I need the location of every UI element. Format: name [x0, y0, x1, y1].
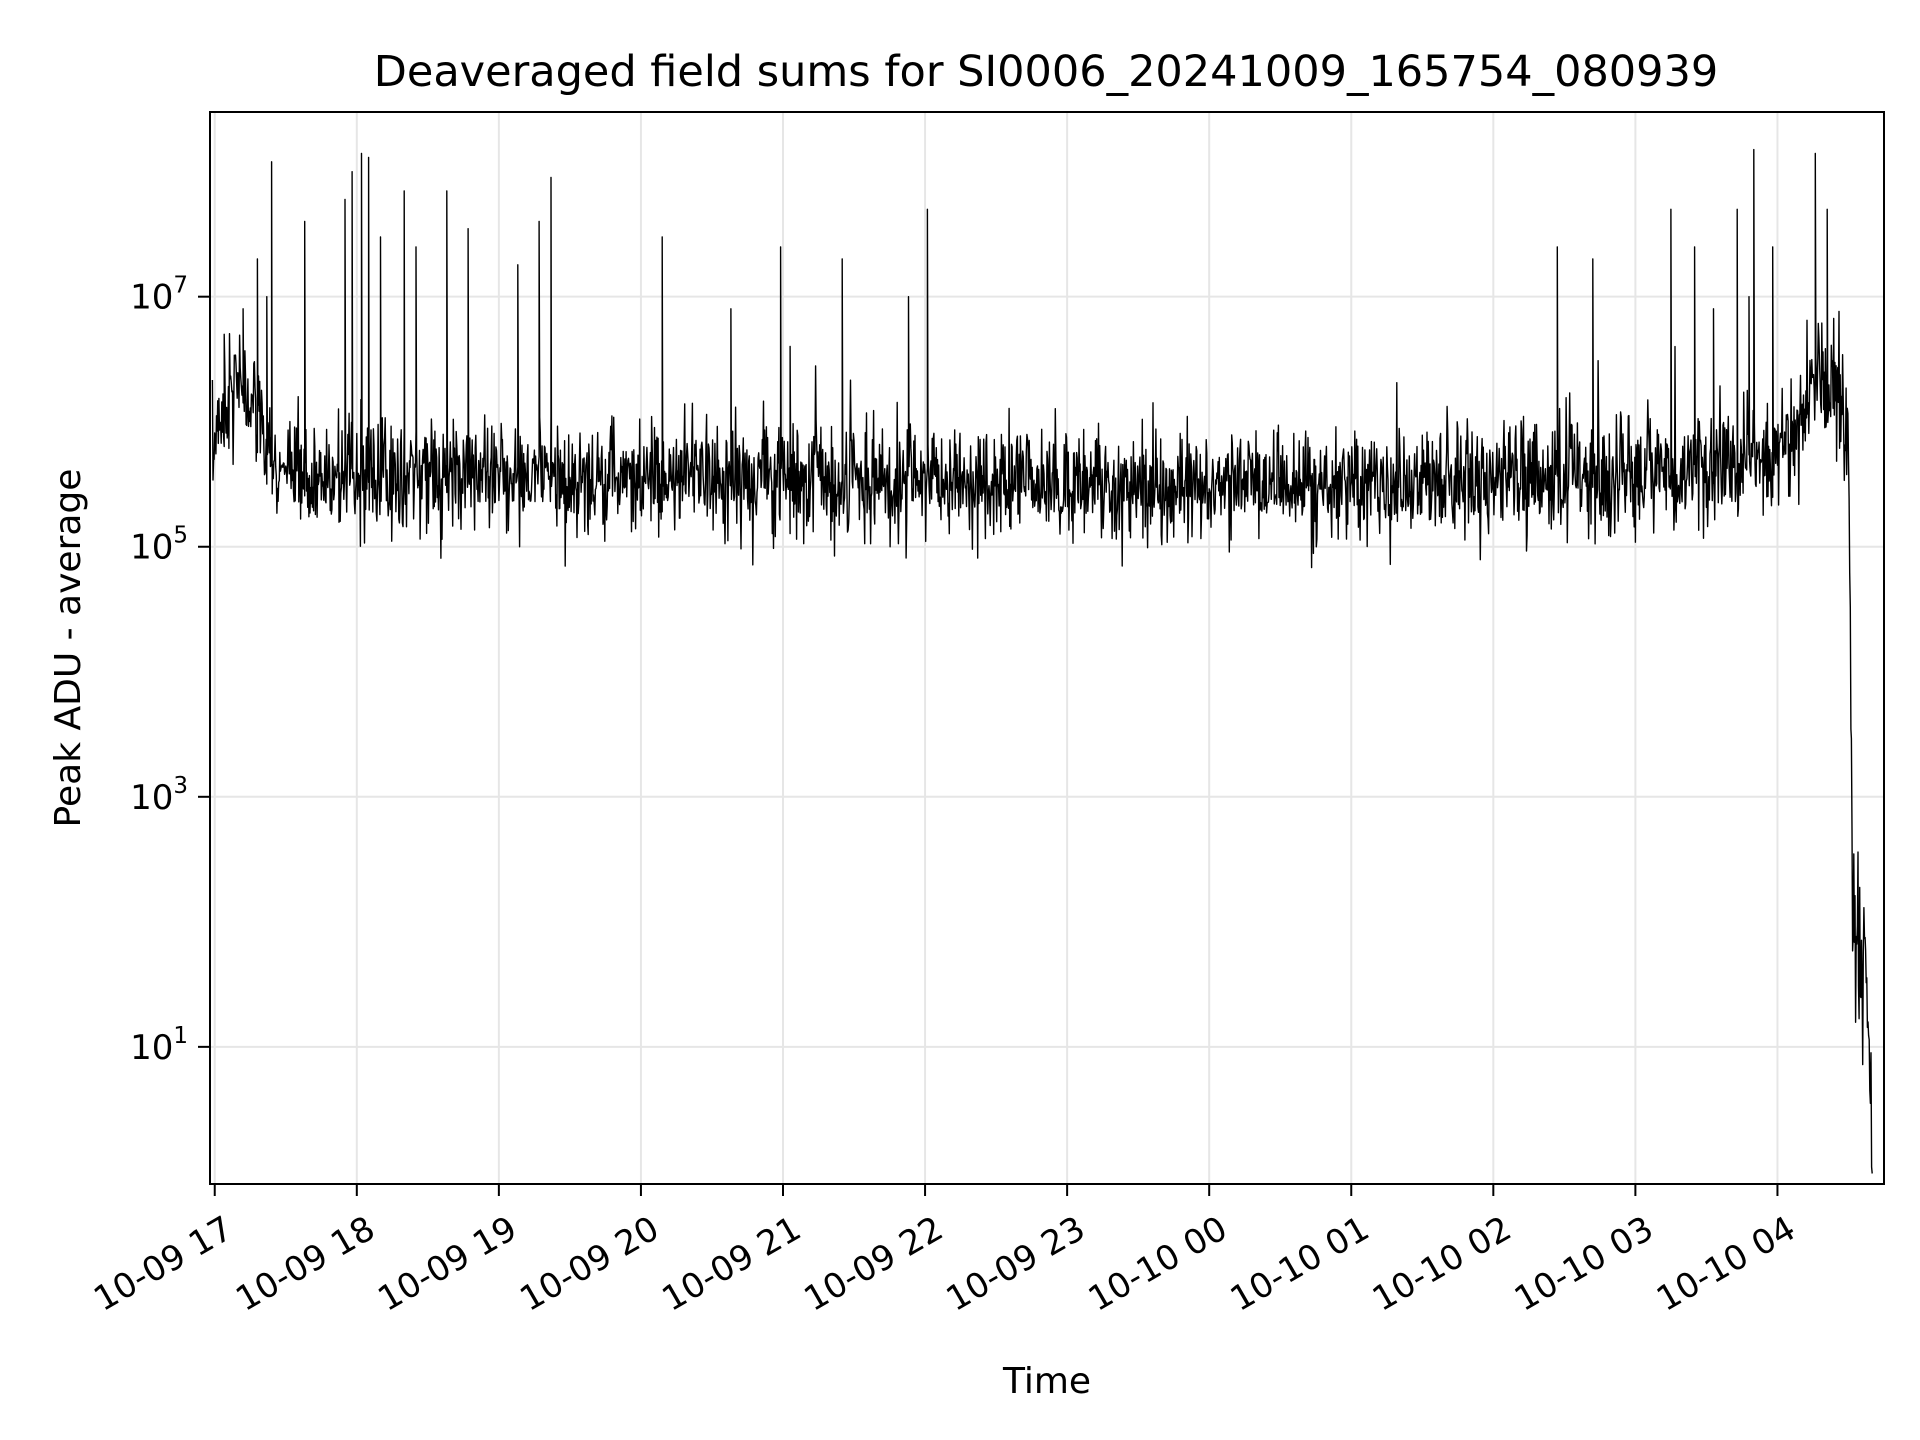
plot-area: [211, 148, 1873, 1174]
y-tick-label: 105: [130, 523, 188, 568]
x-axis-label: Time: [1002, 1361, 1091, 1402]
y-axis: 101 103 105 107: [130, 273, 210, 1068]
gridlines: [210, 112, 1884, 1184]
y-tick-label: 101: [130, 1023, 188, 1068]
y-axis-label: Peak ADU - average: [48, 469, 89, 828]
plot-frame: [209, 111, 1885, 1185]
chart-title: Deaveraged field sums for SI0006_2024100…: [374, 47, 1719, 97]
y-tick-label: 107: [130, 273, 188, 318]
series-line: [211, 148, 1873, 1174]
y-tick-label: 103: [130, 773, 188, 818]
